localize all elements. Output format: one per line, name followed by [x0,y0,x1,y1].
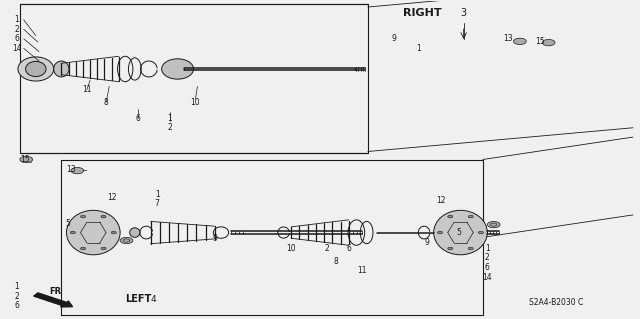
Text: 2: 2 [485,254,490,263]
Text: 8: 8 [104,98,108,107]
Text: 11: 11 [356,266,366,275]
Text: 15: 15 [536,38,545,47]
Ellipse shape [434,210,487,255]
Text: LEFT: LEFT [125,294,152,304]
Circle shape [20,156,33,163]
Text: 8: 8 [333,257,339,266]
Text: 1: 1 [14,282,19,291]
Ellipse shape [18,57,54,81]
Text: 15: 15 [20,155,30,164]
Circle shape [101,247,106,250]
Text: 12: 12 [108,193,117,202]
Text: 1: 1 [417,44,421,53]
Text: 2: 2 [14,292,19,300]
Ellipse shape [54,61,69,77]
Circle shape [487,221,500,228]
Text: 6: 6 [346,244,351,253]
Text: 3: 3 [461,8,467,19]
Text: 4: 4 [151,295,156,304]
Text: 5: 5 [457,228,461,237]
Circle shape [448,247,453,250]
Text: 6: 6 [14,34,19,43]
Text: S2A4-B2030 C: S2A4-B2030 C [529,298,584,307]
Circle shape [513,38,526,45]
Text: 10: 10 [191,98,200,107]
Circle shape [71,167,84,174]
Ellipse shape [67,210,120,255]
Circle shape [101,215,106,218]
Text: 1: 1 [14,15,19,24]
Circle shape [438,231,443,234]
Text: 9: 9 [212,234,217,243]
Text: 2: 2 [324,244,329,253]
Circle shape [448,215,453,218]
Text: 14: 14 [483,272,492,281]
Circle shape [81,247,86,250]
Text: 7: 7 [155,199,159,208]
Text: 9: 9 [425,238,429,247]
Text: 1: 1 [168,114,172,123]
Circle shape [468,215,473,218]
Circle shape [478,231,483,234]
Circle shape [111,231,116,234]
Text: 10: 10 [287,244,296,253]
FancyArrow shape [34,293,72,307]
Text: RIGHT: RIGHT [403,8,442,19]
Text: 11: 11 [82,85,92,94]
Text: FR: FR [49,287,61,296]
Text: 2: 2 [14,25,19,34]
Text: 1: 1 [155,190,159,199]
Text: 13: 13 [504,34,513,43]
Ellipse shape [162,59,193,79]
Text: 13: 13 [66,165,76,174]
Circle shape [468,247,473,250]
Text: 6: 6 [485,263,490,272]
Text: 5: 5 [65,219,70,227]
Circle shape [120,237,133,244]
Circle shape [81,215,86,218]
Text: 6: 6 [136,114,140,123]
Text: 6: 6 [14,301,19,310]
Circle shape [542,40,555,46]
Text: 14: 14 [12,44,22,53]
Ellipse shape [26,61,46,77]
Text: 2: 2 [168,123,172,132]
Circle shape [70,231,76,234]
Text: 9: 9 [391,34,396,43]
Text: 1: 1 [485,244,490,253]
Ellipse shape [130,228,140,237]
Text: 12: 12 [436,196,446,205]
